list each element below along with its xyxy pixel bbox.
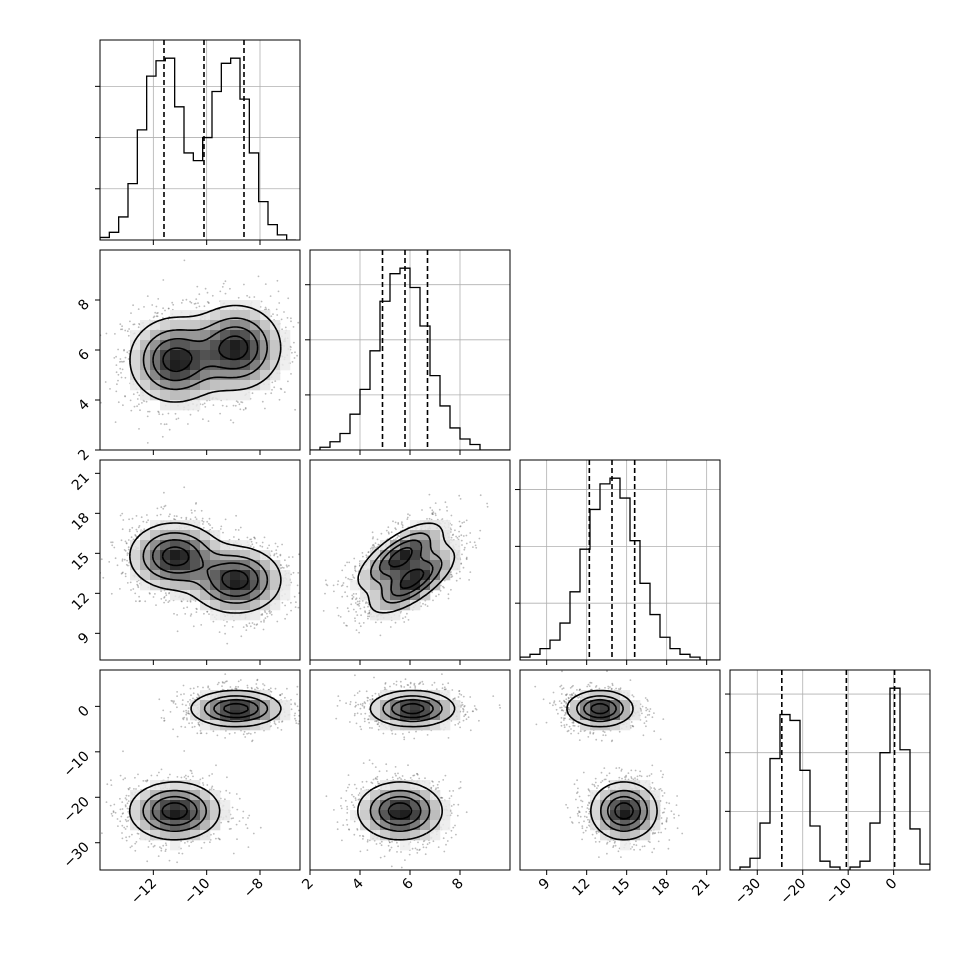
panel-0-0 (95, 39, 301, 245)
panel-2-1 (309, 459, 511, 665)
contour-level-0 (128, 689, 282, 841)
panel-frame (519, 669, 721, 871)
x-tick-label: 21 (690, 876, 714, 900)
contour-level-3 (388, 546, 425, 590)
contour-level-1 (142, 317, 268, 391)
y-tick-label: 8 (75, 297, 93, 315)
contour-level-3 (161, 702, 249, 820)
contour-level-3 (161, 546, 249, 590)
x-tick-label: −20 (777, 876, 809, 908)
y-tick-label: 9 (75, 630, 93, 648)
panel-frame (519, 459, 721, 661)
contour-level-3 (590, 702, 634, 820)
y-tick-label: 2 (75, 447, 93, 465)
contour-level-1 (142, 532, 269, 604)
panel-frame (99, 459, 301, 661)
y-tick-label: 12 (69, 590, 93, 614)
x-tick-label: 8 (449, 876, 467, 894)
x-tick-label: −30 (732, 876, 764, 908)
contour-level-0 (357, 522, 456, 614)
y-tick-label: 21 (69, 470, 93, 494)
histogram-0 (100, 57, 296, 240)
y-tick-label: −30 (61, 839, 93, 871)
x-tick-label: 9 (536, 876, 554, 894)
density-shading (130, 300, 291, 411)
density-shading (570, 690, 661, 851)
x-tick-label: 12 (570, 876, 594, 900)
density-shading (350, 690, 461, 851)
panel-2-0: 9 12 15 18 21 (69, 459, 301, 665)
panel-3-1: 2 4 6 8 (299, 669, 511, 894)
contour-level-2 (378, 698, 434, 826)
x-tick-label: 15 (610, 876, 634, 900)
x-tick-label: 2 (299, 876, 317, 894)
contour-level-1 (576, 695, 648, 832)
y-tick-label: 6 (75, 346, 93, 364)
contour-level-2 (583, 698, 642, 826)
panel-frame (99, 39, 301, 241)
panel-1-0: 2 4 6 8 (75, 249, 301, 465)
contour-level-0 (129, 522, 282, 614)
panel-1-1 (305, 249, 511, 455)
contour-level-1 (370, 532, 443, 604)
contour-level-2 (151, 698, 259, 826)
contour-level-3 (162, 335, 249, 373)
x-tick-label: −12 (128, 876, 160, 908)
contour-level-0 (357, 689, 456, 841)
y-tick-label: 4 (75, 396, 93, 414)
panel-frame (99, 669, 301, 871)
y-tick-label: −20 (61, 794, 93, 826)
x-tick-label: −8 (241, 876, 267, 902)
contour-level-1 (369, 695, 443, 832)
y-tick-label: −10 (61, 748, 93, 780)
contour-level-2 (378, 539, 434, 597)
panel-3-2: 9 12 15 18 21 (519, 669, 721, 900)
contour-level-2 (151, 539, 259, 597)
contour-level-0 (566, 689, 658, 841)
x-tick-label: 0 (883, 876, 901, 894)
histogram-2 (520, 477, 720, 660)
y-tick-label: 18 (69, 510, 93, 534)
histogram-3 (730, 687, 930, 870)
contour-level-0 (129, 304, 282, 403)
contour-level-1 (142, 695, 269, 832)
x-tick-label: −10 (181, 876, 213, 908)
panel-frame (99, 249, 301, 451)
y-tick-label: 15 (69, 550, 93, 574)
panel-2-2 (515, 459, 721, 665)
panel-3-3: −30 −20 −10 0 (725, 669, 931, 908)
x-tick-label: −10 (823, 876, 855, 908)
contour-level-3 (387, 702, 425, 820)
contour-level-2 (152, 326, 259, 382)
panel-frame (729, 669, 931, 871)
x-tick-label: 6 (399, 875, 417, 893)
x-tick-label: 4 (349, 875, 367, 893)
y-tick-label: 0 (75, 703, 93, 721)
x-tick-label: 18 (650, 876, 674, 900)
panel-3-0: −30 −20 −10 0 −12 −10 −8 (61, 669, 301, 908)
